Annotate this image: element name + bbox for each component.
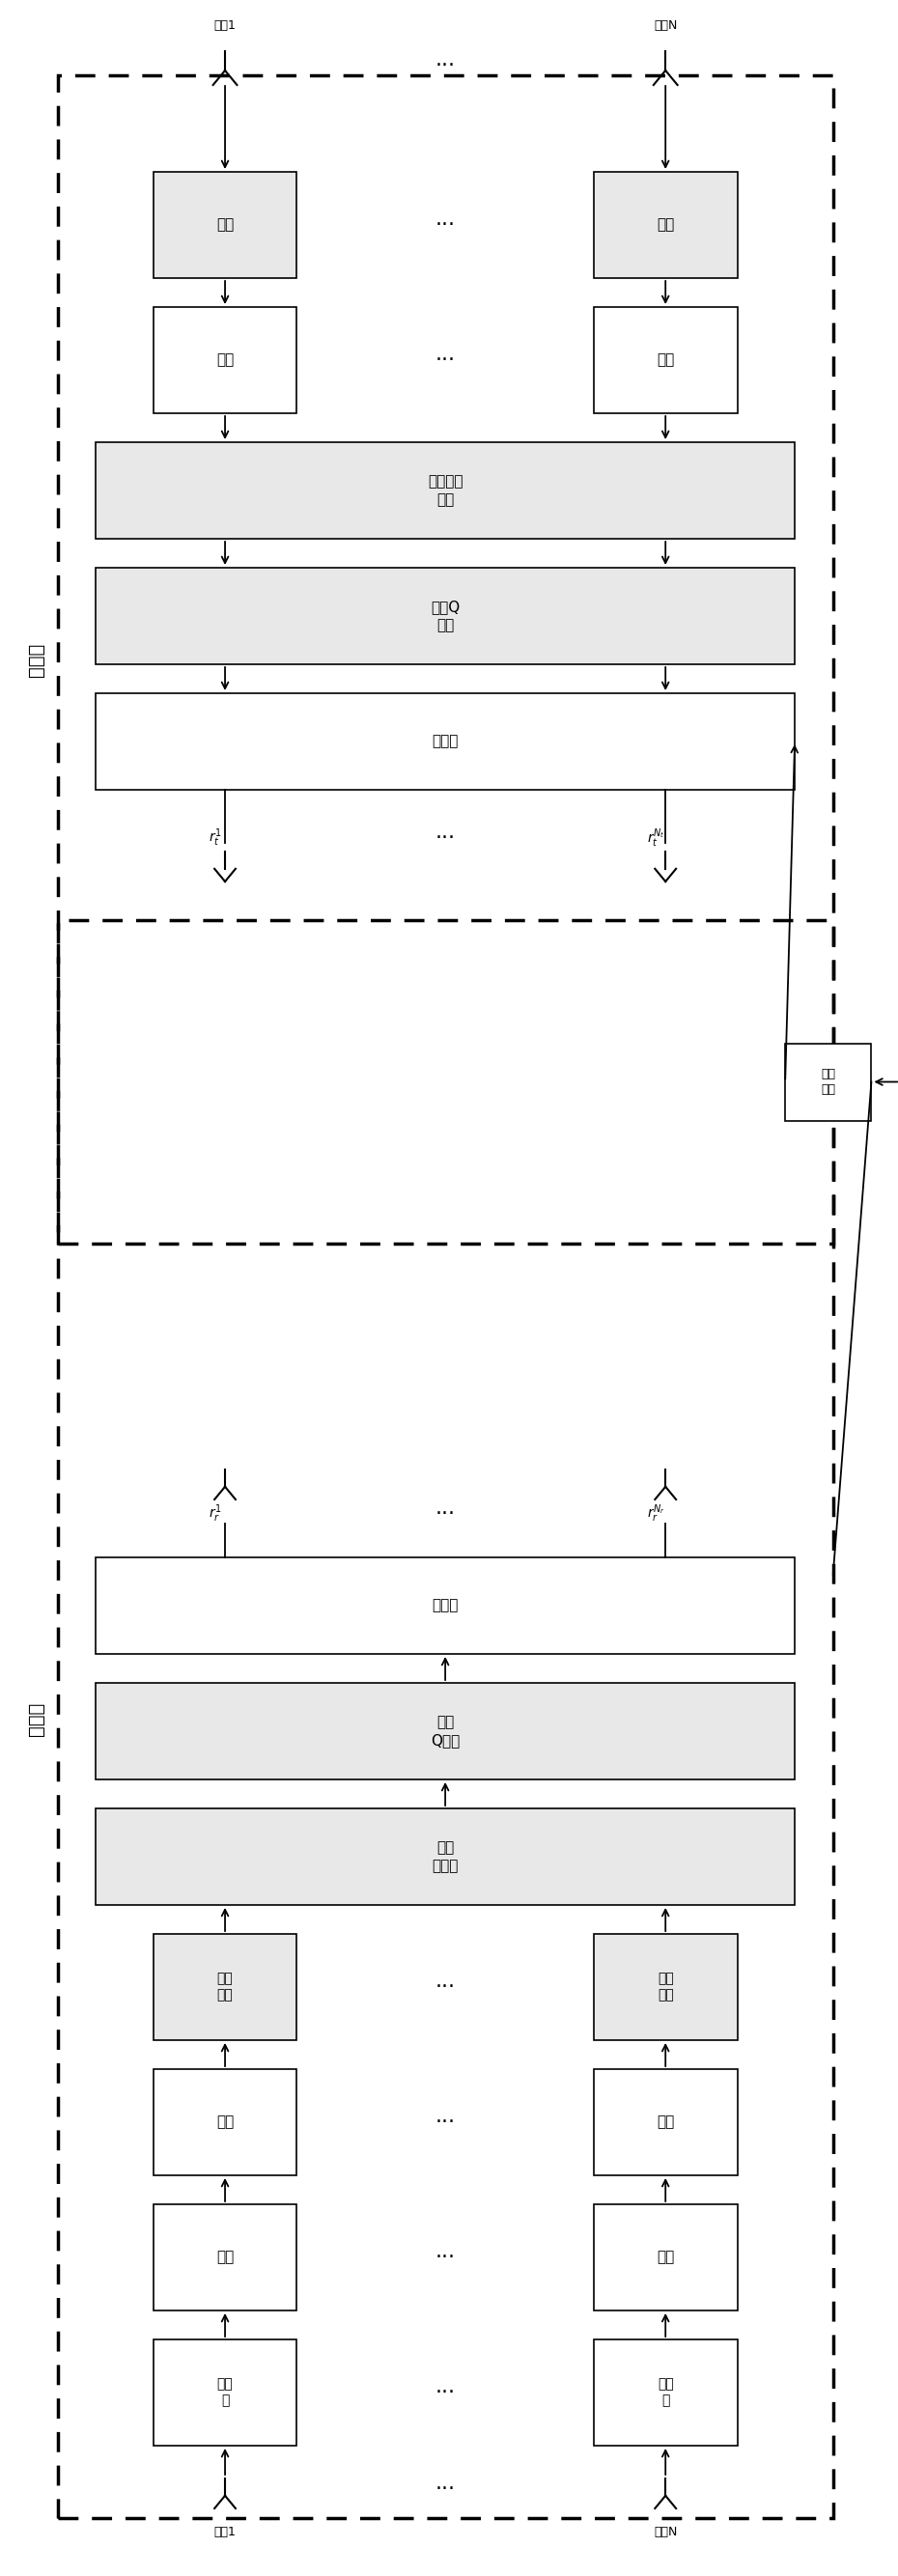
Text: 天线N: 天线N — [654, 18, 677, 31]
Text: ···: ··· — [436, 2383, 455, 2403]
Text: 定向
Q数板: 定向 Q数板 — [431, 1716, 460, 1747]
Text: 定向
分发板: 定向 分发板 — [432, 1839, 459, 1873]
Text: ···: ··· — [436, 829, 455, 848]
Text: 天线N: 天线N — [654, 2527, 677, 2537]
Text: 译码: 译码 — [216, 219, 233, 232]
Text: 编码: 编码 — [216, 2251, 233, 2264]
Text: 调制: 调制 — [656, 2115, 674, 2130]
Text: 预编码: 预编码 — [432, 734, 459, 750]
Text: ···: ··· — [436, 1978, 455, 1996]
Text: ···: ··· — [436, 2249, 455, 2267]
Text: 接收端: 接收端 — [27, 641, 46, 677]
Bar — [154, 1935, 297, 2040]
Bar — [96, 1682, 795, 1780]
Text: 数据
源: 数据 源 — [217, 2378, 233, 2409]
Text: $r_t^{N_t}$: $r_t^{N_t}$ — [647, 827, 665, 850]
Bar — [785, 1043, 871, 1121]
Text: 波束
调制: 波束 调制 — [217, 1971, 233, 2002]
Text: ···: ··· — [436, 2481, 455, 2499]
Text: $r_r^{N_r}$: $r_r^{N_r}$ — [647, 1502, 665, 1525]
Text: 天线1: 天线1 — [214, 2527, 236, 2537]
Bar — [96, 1808, 795, 1906]
Bar — [96, 1558, 795, 1654]
Bar — [57, 75, 833, 1244]
Text: ···: ··· — [436, 216, 455, 234]
Text: ···: ··· — [436, 2112, 455, 2133]
Text: ···: ··· — [436, 350, 455, 371]
Bar — [154, 2069, 297, 2174]
Text: ···: ··· — [436, 1504, 455, 1522]
Text: 译码: 译码 — [656, 219, 674, 232]
Bar — [154, 173, 297, 278]
Text: 数据
源: 数据 源 — [657, 2378, 674, 2409]
Text: 预编码: 预编码 — [432, 1600, 459, 1613]
Text: $r_t^1$: $r_t^1$ — [209, 827, 222, 850]
Text: 信道
估计: 信道 估计 — [821, 1069, 835, 1095]
Text: 空间波达
数板: 空间波达 数板 — [427, 474, 462, 507]
Text: 编码: 编码 — [656, 2251, 674, 2264]
Text: $r_r^1$: $r_r^1$ — [209, 1502, 222, 1525]
Bar — [154, 307, 297, 412]
Bar — [594, 2339, 737, 2445]
Bar — [594, 307, 737, 412]
Bar — [154, 2339, 297, 2445]
Text: 天线1: 天线1 — [214, 18, 236, 31]
Bar — [594, 173, 737, 278]
Bar — [594, 2069, 737, 2174]
Text: 调制: 调制 — [216, 2115, 233, 2130]
Text: 解调: 解调 — [656, 353, 674, 368]
Bar — [594, 1935, 737, 2040]
Text: 发送端: 发送端 — [27, 1703, 46, 1736]
Bar — [594, 2205, 737, 2311]
Bar — [96, 443, 795, 538]
Bar — [96, 693, 795, 791]
Bar — [154, 2205, 297, 2311]
Text: 解调: 解调 — [216, 353, 233, 368]
Text: 空间Q
数板: 空间Q 数板 — [431, 600, 460, 631]
Text: ···: ··· — [436, 57, 455, 75]
Bar — [57, 920, 833, 2519]
Bar — [96, 567, 795, 665]
Text: 波束
调制: 波束 调制 — [657, 1971, 674, 2002]
